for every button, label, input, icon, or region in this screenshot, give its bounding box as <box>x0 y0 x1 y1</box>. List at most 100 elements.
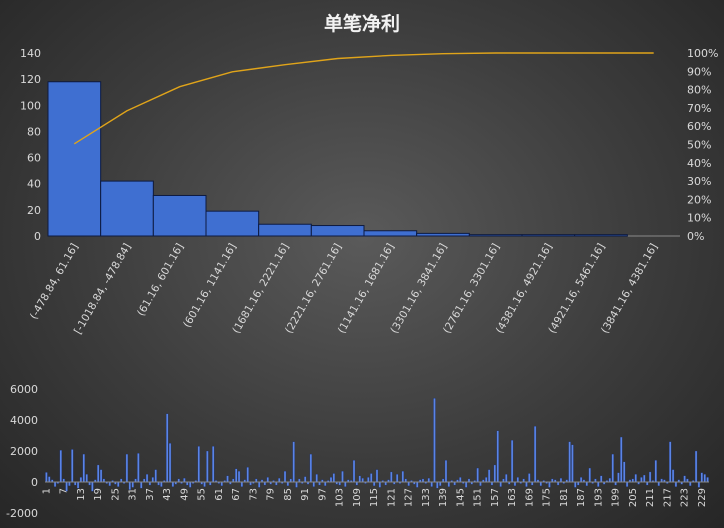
x-tick-label: 13 <box>76 488 87 501</box>
profit-bar <box>671 469 675 483</box>
profit-bar <box>315 474 318 483</box>
profit-bar <box>278 477 281 483</box>
profit-bar <box>669 441 672 483</box>
y2-tick-label: 10% <box>687 212 711 225</box>
profit-bar <box>574 481 577 488</box>
x-tick-label: 211 <box>645 488 656 507</box>
profit-bar <box>303 476 307 483</box>
profit-bar <box>510 439 514 483</box>
profit-bar <box>548 481 551 488</box>
profit-bar <box>634 474 637 483</box>
profit-bar <box>240 481 244 487</box>
x-tick-label: 61 <box>214 488 225 501</box>
profit-bar <box>220 481 223 487</box>
x-tick-label: 91 <box>300 488 311 501</box>
profit-bar <box>361 477 364 483</box>
x-tick-label: 217 <box>662 488 673 507</box>
histogram-bar <box>574 234 628 237</box>
profit-bar <box>53 481 57 487</box>
profit-bar <box>706 477 709 483</box>
histogram-bar <box>468 234 523 237</box>
histogram-bar <box>258 223 312 237</box>
x-tick-label: 73 <box>248 488 259 501</box>
profit-bar <box>674 481 678 487</box>
profit-bar <box>395 474 399 483</box>
profit-bar <box>367 477 370 483</box>
profit-bar <box>166 413 169 483</box>
x-tick-label: 169 <box>524 488 535 507</box>
profit-bar <box>378 481 382 488</box>
profit-bar <box>654 460 657 483</box>
x-tick-label: 103 <box>335 488 346 507</box>
profit-bar <box>407 481 410 487</box>
chart-title: 单笔净利 <box>324 12 400 35</box>
x-tick-label: 145 <box>455 488 466 507</box>
profit-bar <box>79 477 83 483</box>
profit-bar <box>329 477 333 483</box>
profit-bar <box>528 473 531 483</box>
profit-bar <box>533 426 537 483</box>
profit-bar <box>697 481 701 488</box>
category-label: (2221.16, 2761.16] <box>283 242 344 336</box>
y2-tick-label: 0% <box>687 230 704 243</box>
profit-bar <box>496 430 499 483</box>
profit-bar <box>203 481 206 487</box>
profit-bar <box>137 453 140 483</box>
y-tick-label: 4000 <box>10 414 38 427</box>
x-tick-label: 199 <box>611 488 622 507</box>
y2-tick-label: 40% <box>687 157 711 170</box>
profit-bar <box>439 481 442 487</box>
x-tick-label: 85 <box>283 488 294 501</box>
profit-bar <box>427 477 430 483</box>
profit-bar <box>211 446 215 483</box>
x-tick-label: 223 <box>680 488 691 507</box>
profit-bar <box>579 477 583 483</box>
y2-tick-label: 100% <box>687 47 718 60</box>
x-tick-label: 121 <box>386 488 397 507</box>
x-tick-label: 19 <box>93 488 104 501</box>
profit-bar <box>464 481 468 488</box>
profit-bar <box>433 398 436 483</box>
profit-bar <box>623 461 626 483</box>
profit-bar <box>525 481 528 487</box>
profit-bar <box>183 477 186 483</box>
profit-bar <box>499 481 502 487</box>
profit-bar <box>171 481 175 487</box>
profit-bar <box>430 481 433 487</box>
profit-bar <box>539 481 543 487</box>
profit-bar <box>97 464 100 483</box>
category-label: (3841.16, 4381.16] <box>599 242 660 336</box>
profit-bar <box>237 470 241 483</box>
profit-bar <box>197 446 200 483</box>
x-tick-label: 187 <box>576 488 587 507</box>
profit-bar <box>312 481 315 487</box>
profit-bar <box>257 481 261 488</box>
x-tick-label: 157 <box>490 488 501 507</box>
x-tick-label: 163 <box>507 488 518 507</box>
profit-bar <box>401 470 405 483</box>
profit-bar <box>479 481 482 487</box>
profit-bar <box>459 477 462 483</box>
net-profit-bar-chart: -2000 0 2000 4000 6000 1 7 13 19 25 31 37 43 49 55 61 67… <box>6 383 709 520</box>
profit-bar <box>611 453 614 483</box>
x-tick-label: 175 <box>542 488 553 507</box>
x-tick-label: 133 <box>421 488 432 507</box>
category-label: (61.16, 601.16] <box>135 242 186 319</box>
profit-bar <box>99 469 103 483</box>
profit-bar <box>683 475 686 483</box>
profit-bar <box>485 477 488 483</box>
x-tick-label: 139 <box>438 488 449 507</box>
profit-bar <box>76 481 80 489</box>
profit-bar <box>154 469 157 483</box>
category-label: (601.16, 1141.16] <box>181 241 239 329</box>
x-tick-label: 181 <box>559 488 570 507</box>
x-tick-label: 109 <box>352 488 363 507</box>
histogram-bar <box>416 232 470 237</box>
profit-bar <box>571 444 574 483</box>
category-label: (2761.16, 3301.16] <box>441 241 502 335</box>
category-label: (1681.16, 2221.16] <box>230 242 291 336</box>
y2-tick-label: 20% <box>687 193 711 206</box>
profit-bar <box>226 475 229 483</box>
profit-bar <box>505 474 508 483</box>
